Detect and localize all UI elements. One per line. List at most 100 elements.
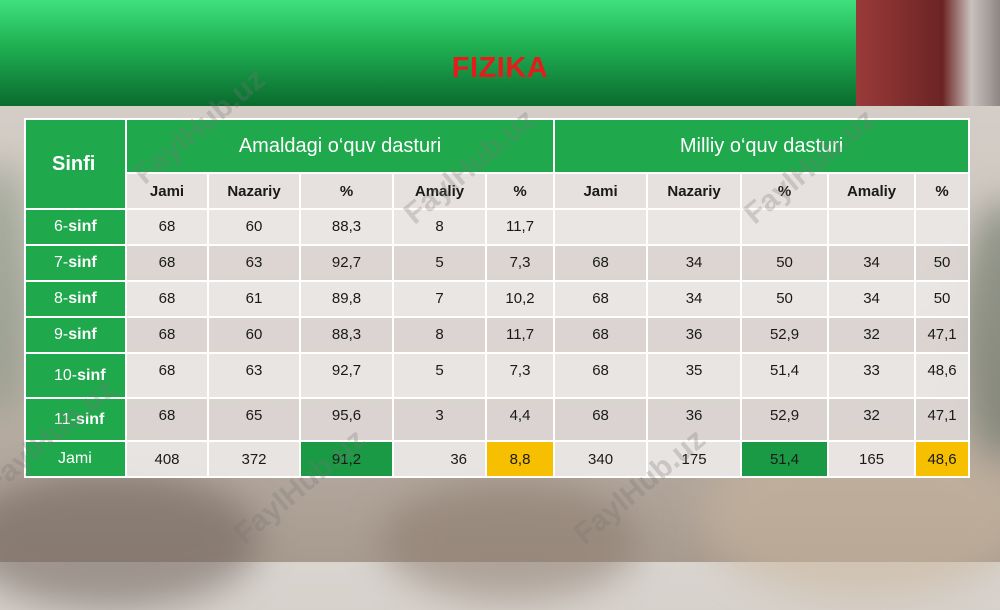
- table-cell: 88,3: [299, 316, 394, 354]
- table-row: 10-sinf 68 63 92,7 5 7,3 68 35 51,4 33 4…: [24, 352, 971, 399]
- table-cell: 89,8: [299, 280, 394, 318]
- table-row: 11-sinf 68 65 95,6 3 4,4 68 36 52,9 32 4…: [24, 397, 971, 442]
- table-cell: [646, 208, 743, 246]
- table-cell: 32: [827, 397, 917, 442]
- table-cell: 34: [646, 280, 743, 318]
- table-cell: 5: [392, 244, 487, 282]
- table-cell: 8: [392, 208, 487, 246]
- table-cell: [827, 208, 917, 246]
- slide-title: FIZIKA: [451, 52, 549, 84]
- table-cell: 68: [553, 244, 649, 282]
- total-cell: 372: [207, 440, 301, 478]
- table-cell: 8: [392, 316, 487, 354]
- table-cell: 4,4: [484, 397, 556, 442]
- banner-photo: [856, 0, 1000, 106]
- table-cell: 68: [125, 244, 209, 282]
- total-label: Jami: [24, 440, 127, 478]
- total-cell: 175: [646, 440, 743, 478]
- title-banner: [0, 0, 1000, 106]
- table-cell: 68: [553, 316, 649, 354]
- table-cell: 88,3: [299, 208, 394, 246]
- table-cell: 50: [914, 244, 971, 282]
- table-cell: 50: [740, 244, 830, 282]
- total-cell: 165: [827, 440, 917, 478]
- table-cell: 3: [392, 397, 487, 442]
- table-cell: 34: [827, 244, 917, 282]
- table-cell: 50: [914, 280, 971, 318]
- background-blur: [0, 470, 260, 610]
- table-cell: 52,9: [740, 316, 830, 354]
- sub-header: Nazariy: [207, 172, 301, 210]
- table-cell: 52,9: [740, 397, 830, 442]
- table-cell: 65: [207, 397, 301, 442]
- total-cell: 36: [392, 440, 487, 478]
- table-row: 8-sinf 68 61 89,8 7 10,2 68 34 50 34 50: [24, 280, 971, 318]
- group-header-national: Milliy o‘quv dasturi: [553, 118, 971, 174]
- table-cell: 68: [125, 280, 209, 318]
- table-cell: 10,2: [484, 280, 556, 318]
- sub-header: Jami: [553, 172, 649, 210]
- total-cell-highlight: 8,8: [484, 440, 556, 478]
- sinfi-header: Sinfi: [24, 118, 127, 210]
- total-cell-highlight: 51,4: [740, 440, 830, 478]
- table-cell: 60: [207, 208, 301, 246]
- table-cell: 92,7: [299, 352, 394, 399]
- table-cell: 61: [207, 280, 301, 318]
- table-cell: 68: [125, 352, 209, 399]
- table-cell: 92,7: [299, 244, 394, 282]
- table-cell: 51,4: [740, 352, 830, 399]
- sub-header: %: [740, 172, 830, 210]
- table-cell: 68: [125, 316, 209, 354]
- curriculum-table: Sinfi Amaldagi o‘quv dasturi Milliy o‘qu…: [24, 118, 971, 478]
- table-cell: 34: [646, 244, 743, 282]
- table-cell: 47,1: [914, 397, 971, 442]
- total-cell: 408: [125, 440, 209, 478]
- sub-header: %: [299, 172, 394, 210]
- total-cell-highlight: 48,6: [914, 440, 971, 478]
- table-cell: [553, 208, 649, 246]
- table-cell: 50: [740, 280, 830, 318]
- table-cell: 36: [646, 316, 743, 354]
- table-cell: 68: [553, 280, 649, 318]
- group-header-current: Amaldagi o‘quv dasturi: [124, 118, 556, 174]
- sub-header: Amaliy: [827, 172, 917, 210]
- table-cell: 7,3: [484, 352, 556, 399]
- table-cell: 11,7: [484, 208, 556, 246]
- table-cell: 11,7: [484, 316, 556, 354]
- table-cell: 36: [646, 397, 743, 442]
- row-label: 7-sinf: [24, 244, 127, 282]
- table-cell: 33: [827, 352, 917, 399]
- total-cell: 340: [553, 440, 649, 478]
- table-cell: 68: [553, 397, 649, 442]
- table-cell: 47,1: [914, 316, 971, 354]
- table-cell: [740, 208, 830, 246]
- table-cell: 63: [207, 244, 301, 282]
- row-label: 9-sinf: [24, 316, 127, 354]
- row-label: 11-sinf: [24, 397, 127, 442]
- total-cell-highlight: 91,2: [299, 440, 394, 478]
- sub-header: Amaliy: [392, 172, 487, 210]
- sub-header: Nazariy: [646, 172, 743, 210]
- background-blur: [380, 480, 640, 600]
- total-row: Jami 408 372 91,2 36 8,8 340 175 51,4 16…: [24, 440, 971, 478]
- table-cell: [914, 208, 971, 246]
- table-cell: 48,6: [914, 352, 971, 399]
- table-cell: 34: [827, 280, 917, 318]
- table-cell: 7: [392, 280, 487, 318]
- row-label: 10-sinf: [24, 352, 127, 399]
- table-cell: 32: [827, 316, 917, 354]
- sub-header: Jami: [125, 172, 209, 210]
- table-cell: 95,6: [299, 397, 394, 442]
- sub-header-row: Jami Nazariy % Amaliy % Jami Nazariy % A…: [25, 172, 971, 210]
- table-cell: 68: [125, 208, 209, 246]
- table-cell: 60: [207, 316, 301, 354]
- table-row: 6-sinf 68 60 88,3 8 11,7: [24, 208, 971, 246]
- row-label: 6-sinf: [24, 208, 127, 246]
- sub-header: %: [914, 172, 971, 210]
- sub-header: %: [484, 172, 556, 210]
- table-cell: 63: [207, 352, 301, 399]
- table-cell: 7,3: [484, 244, 556, 282]
- row-label: 8-sinf: [24, 280, 127, 318]
- table-row: 9-sinf 68 60 88,3 8 11,7 68 36 52,9 32 4…: [24, 316, 971, 354]
- table-cell: 35: [646, 352, 743, 399]
